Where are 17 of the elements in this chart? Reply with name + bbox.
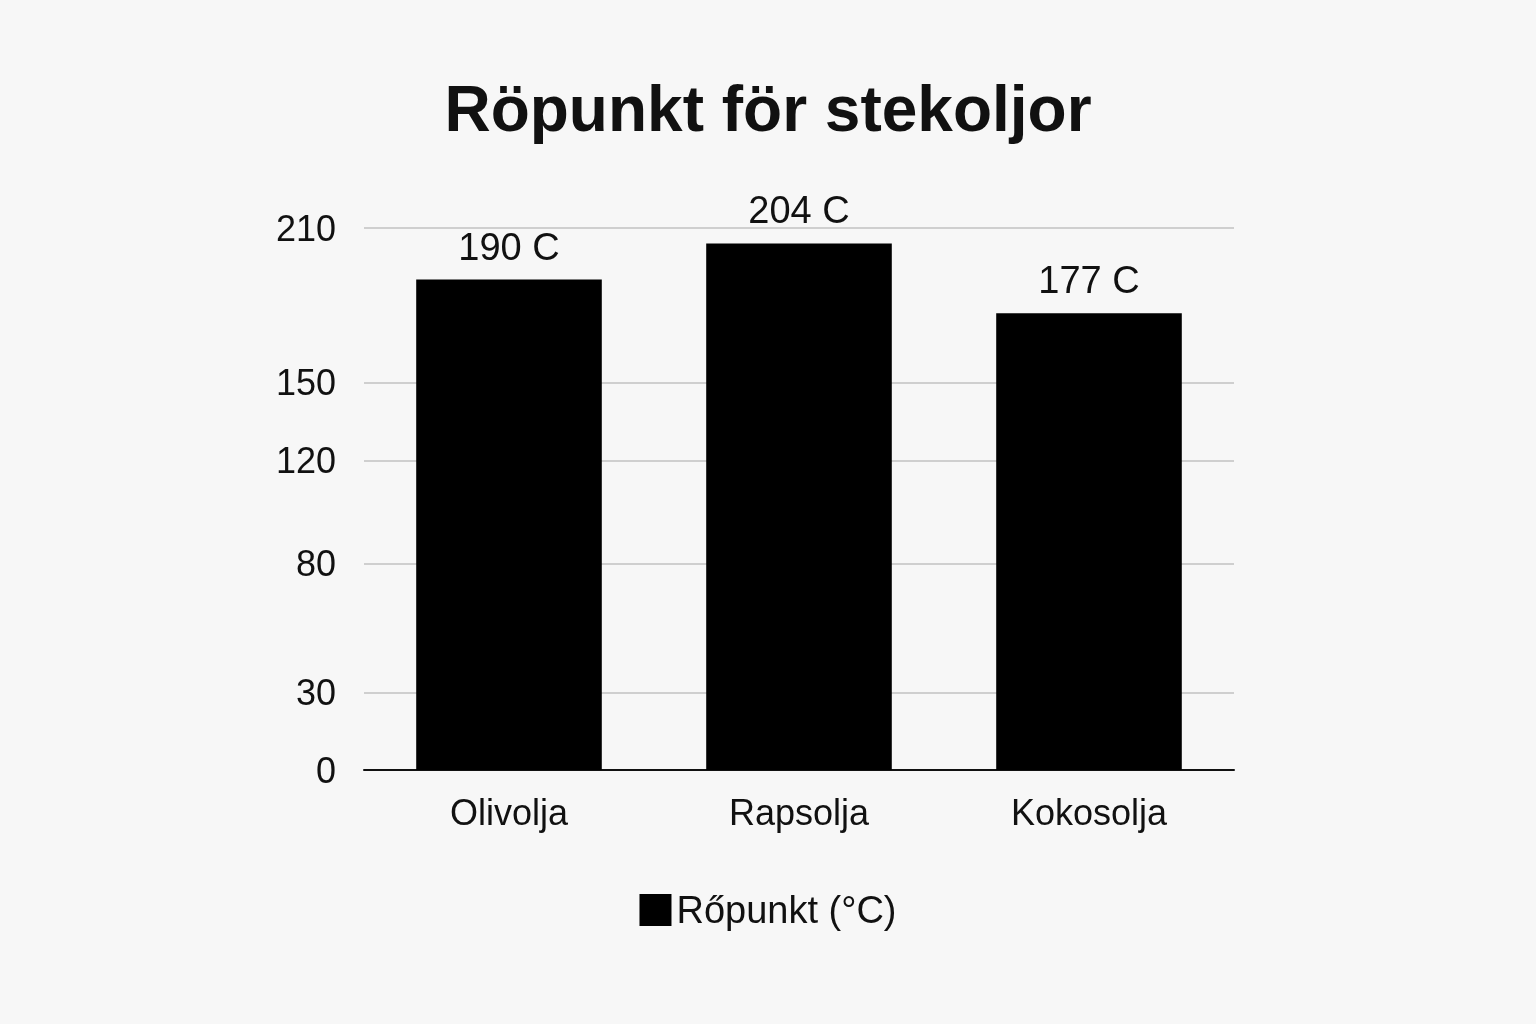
bar [706,243,892,770]
data-label: 177 C [1038,259,1140,302]
bar [416,279,602,770]
y-tick-label: 30 [295,672,336,714]
y-tick-label: 150 [275,362,336,404]
bar [996,313,1182,770]
y-tick-label: 0 [315,749,336,791]
legend-label: Rőpunkt (°C) [676,889,897,931]
y-tick-label: 80 [295,543,336,585]
x-tick-label: Rapsolja [728,791,871,833]
x-tick-label: Kokosolja [1010,791,1169,833]
data-label: 190 C [458,225,560,268]
y-tick-label: 210 [275,207,336,249]
chart-title: Röpunkt för stekoljor [444,73,1092,145]
data-label: 204 C [748,189,850,232]
y-tick-label: 120 [275,439,336,481]
x-tick-label: Olivolja [449,791,569,833]
